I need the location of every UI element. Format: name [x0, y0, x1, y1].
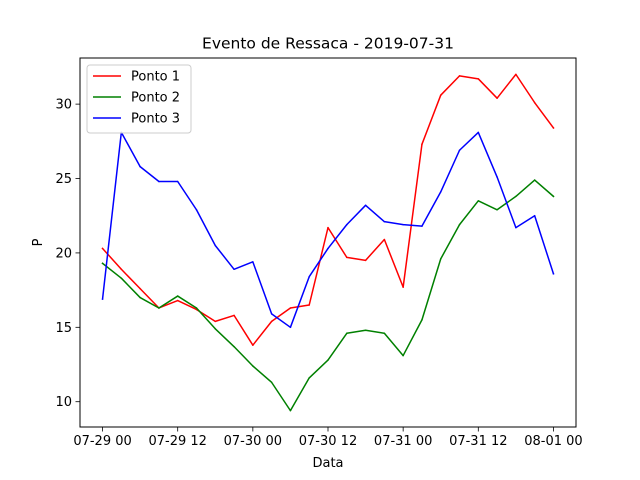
data-point	[289, 326, 292, 329]
data-point	[308, 275, 310, 278]
legend-box	[86, 64, 192, 134]
data-point	[552, 273, 555, 275]
x-tick-label: 08-01 00	[524, 434, 582, 449]
data-point	[252, 261, 254, 263]
data-point	[496, 209, 498, 211]
data-point	[270, 313, 273, 315]
data-point	[139, 296, 141, 299]
x-tick-label: 07-29 12	[148, 434, 206, 449]
data-point	[120, 277, 123, 279]
data-point	[214, 320, 217, 323]
data-point	[233, 314, 235, 317]
data-point	[233, 345, 235, 348]
data-point	[327, 359, 329, 361]
data-point	[533, 101, 536, 104]
data-point	[176, 180, 179, 183]
data-point	[402, 286, 404, 288]
data-point	[252, 344, 254, 346]
data-point	[270, 381, 273, 384]
data-point	[533, 214, 536, 217]
data-point	[552, 127, 555, 129]
data-point	[421, 143, 423, 146]
data-point	[458, 149, 461, 151]
data-point	[195, 209, 198, 211]
data-point	[308, 377, 310, 379]
data-point	[346, 332, 348, 335]
data-point	[439, 94, 442, 96]
data-point	[383, 332, 386, 335]
data-point	[101, 247, 104, 250]
data-point	[477, 78, 480, 80]
x-tick-label: 07-30 00	[224, 434, 282, 449]
data-point	[346, 223, 348, 226]
data-point	[346, 256, 348, 259]
data-point	[158, 180, 160, 183]
data-point	[439, 191, 442, 193]
legend-label: Ponto 3	[131, 112, 180, 127]
data-point	[402, 223, 404, 226]
data-point	[496, 97, 498, 99]
data-point	[402, 354, 404, 357]
data-point	[364, 329, 367, 332]
data-point	[515, 195, 517, 198]
y-tick-label: 15	[55, 321, 72, 336]
data-point	[214, 328, 217, 330]
chart-title: Evento de Ressaca - 2019-07-31	[202, 35, 454, 53]
x-tick-label: 07-30 12	[299, 434, 357, 449]
x-tick-label: 07-31 12	[449, 434, 507, 449]
x-tick-label: 07-29 00	[73, 434, 131, 449]
data-point	[195, 307, 198, 309]
data-point	[252, 365, 254, 367]
data-point	[439, 258, 442, 260]
data-point	[458, 75, 461, 77]
data-point	[176, 299, 179, 302]
data-point	[552, 195, 555, 198]
data-point	[289, 409, 292, 412]
data-point	[383, 220, 386, 223]
data-point	[158, 307, 160, 309]
data-point	[308, 304, 310, 306]
data-point	[364, 204, 367, 207]
data-point	[101, 298, 104, 300]
data-point	[421, 225, 423, 227]
data-point	[515, 226, 517, 229]
data-point	[327, 247, 329, 250]
x-axis-title: Data	[312, 456, 343, 471]
y-tick-label: 10	[55, 395, 72, 410]
y-tick-label: 30	[55, 98, 72, 113]
data-point	[364, 259, 367, 262]
data-point	[533, 179, 536, 181]
data-point	[421, 319, 423, 321]
data-point	[383, 238, 386, 241]
legend-label: Ponto 1	[131, 70, 180, 85]
legend-label: Ponto 2	[131, 91, 180, 106]
data-point	[458, 223, 461, 226]
data-point	[477, 131, 480, 134]
data-point	[289, 307, 292, 309]
data-point	[477, 200, 480, 202]
data-point	[327, 226, 329, 229]
y-tick-label: 20	[55, 246, 72, 261]
data-point	[214, 244, 217, 247]
data-point	[233, 268, 235, 271]
data-point	[139, 165, 141, 168]
x-axis: 07-29 00 07-29 12 07-30 00 07-30 12 07-31 00…	[73, 427, 583, 449]
legend: Ponto 1 Ponto 2 Ponto 3	[86, 64, 192, 134]
y-axis: 10 15 20 25 30	[55, 98, 80, 410]
data-point	[120, 268, 123, 271]
data-point	[139, 287, 141, 290]
data-point	[101, 262, 104, 265]
data-point	[176, 295, 179, 297]
x-tick-label: 07-31 00	[374, 434, 432, 449]
data-point	[515, 73, 517, 76]
data-point	[496, 176, 498, 178]
y-axis-title: P	[31, 238, 46, 246]
y-tick-label: 25	[55, 172, 72, 187]
plot-lines	[101, 73, 555, 412]
data-point	[270, 320, 273, 323]
